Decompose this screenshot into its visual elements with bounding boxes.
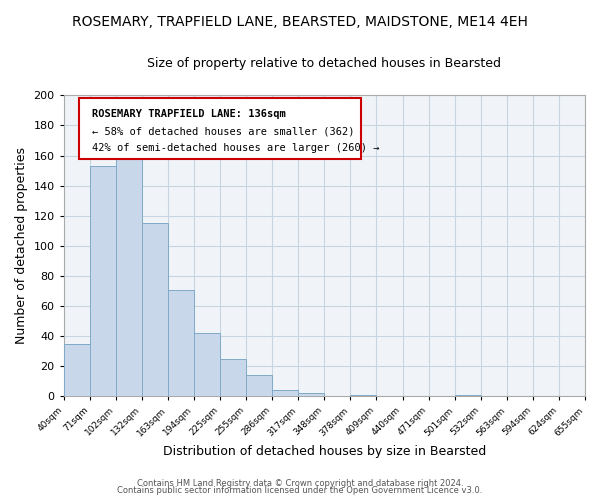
Bar [142, 224, 168, 396]
Text: ROSEMARY TRAPFIELD LANE: 136sqm: ROSEMARY TRAPFIELD LANE: 136sqm [92, 109, 286, 119]
Bar [194, 333, 220, 396]
Text: Contains public sector information licensed under the Open Government Licence v3: Contains public sector information licen… [118, 486, 482, 495]
Bar [220, 359, 246, 397]
Text: ROSEMARY, TRAPFIELD LANE, BEARSTED, MAIDSTONE, ME14 4EH: ROSEMARY, TRAPFIELD LANE, BEARSTED, MAID… [72, 15, 528, 29]
X-axis label: Distribution of detached houses by size in Bearsted: Distribution of detached houses by size … [163, 444, 486, 458]
Text: Contains HM Land Registry data © Crown copyright and database right 2024.: Contains HM Land Registry data © Crown c… [137, 478, 463, 488]
Bar [455, 395, 481, 396]
Bar [246, 376, 272, 396]
Title: Size of property relative to detached houses in Bearsted: Size of property relative to detached ho… [148, 58, 502, 70]
Bar [168, 290, 194, 397]
Bar [116, 150, 142, 396]
Bar [350, 395, 376, 396]
Text: 42% of semi-detached houses are larger (260) →: 42% of semi-detached houses are larger (… [92, 143, 380, 153]
Text: ← 58% of detached houses are smaller (362): ← 58% of detached houses are smaller (36… [92, 126, 355, 136]
Bar [64, 344, 90, 396]
Y-axis label: Number of detached properties: Number of detached properties [15, 148, 28, 344]
Bar [298, 394, 325, 396]
FancyBboxPatch shape [79, 98, 361, 158]
Bar [90, 166, 116, 396]
Bar [272, 390, 298, 396]
